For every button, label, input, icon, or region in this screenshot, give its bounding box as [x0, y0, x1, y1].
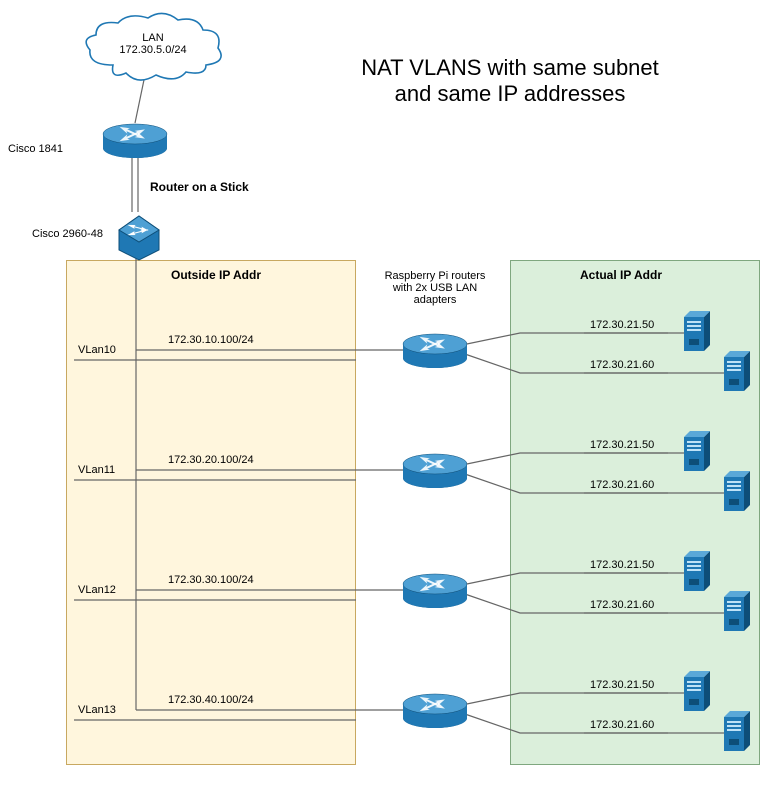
outside-ip: 172.30.10.100/24 [168, 334, 254, 346]
cisco-1841-label: Cisco 1841 [8, 143, 63, 155]
title-line-1: NAT VLANS with same subnet [361, 55, 659, 80]
router-on-a-stick-label: Router on a Stick [150, 180, 249, 194]
server-icon [720, 469, 754, 520]
outside-ip: 172.30.20.100/24 [168, 454, 254, 466]
server-icon [680, 549, 714, 600]
server-icon [720, 709, 754, 760]
cisco-1841-router-icon [100, 120, 170, 165]
raspberry-pi-label: Raspberry Pi routers with 2x USB LAN ada… [370, 270, 500, 306]
vlan-name: VLan13 [78, 704, 116, 716]
diagram-canvas: { "colors": { "cisco": "#1f78b4", "cisco… [0, 0, 781, 787]
server-icon [720, 349, 754, 400]
cisco-2960-label: Cisco 2960-48 [32, 228, 103, 240]
pi-label-2: with 2x USB LAN [393, 282, 477, 294]
lan-cloud-icon: LAN 172.30.5.0/24 [78, 10, 228, 95]
vlan-name: VLan11 [78, 464, 115, 476]
server-icon [680, 669, 714, 720]
pi-router-icon [400, 330, 470, 375]
cloud-label-2: 172.30.5.0/24 [119, 44, 186, 56]
pi-router-icon [400, 450, 470, 495]
pi-label-1: Raspberry Pi routers [385, 270, 486, 282]
title-line-2: and same IP addresses [395, 81, 626, 106]
pi-router-icon [400, 570, 470, 615]
host-ip: 172.30.21.50 [590, 439, 654, 451]
outside-ip: 172.30.40.100/24 [168, 694, 254, 706]
server-icon [720, 589, 754, 640]
outside-ip: 172.30.30.100/24 [168, 574, 254, 586]
zone-actual-header: Actual IP Addr [580, 268, 662, 282]
host-ip: 172.30.21.60 [590, 719, 654, 731]
host-ip: 172.30.21.60 [590, 599, 654, 611]
diagram-title: NAT VLANS with same subnet and same IP a… [320, 55, 700, 107]
pi-router-icon [400, 690, 470, 735]
cloud-label-1: LAN [142, 32, 163, 44]
zone-outside-header: Outside IP Addr [171, 268, 261, 282]
vlan-name: VLan12 [78, 584, 116, 596]
vlan-name: VLan10 [78, 344, 116, 356]
host-ip: 172.30.21.50 [590, 559, 654, 571]
pi-label-3: adapters [414, 294, 457, 306]
server-icon [680, 429, 714, 480]
server-icon [680, 309, 714, 360]
host-ip: 172.30.21.60 [590, 359, 654, 371]
host-ip: 172.30.21.50 [590, 319, 654, 331]
cisco-2960-switch-icon [113, 210, 165, 267]
host-ip: 172.30.21.50 [590, 679, 654, 691]
host-ip: 172.30.21.60 [590, 479, 654, 491]
